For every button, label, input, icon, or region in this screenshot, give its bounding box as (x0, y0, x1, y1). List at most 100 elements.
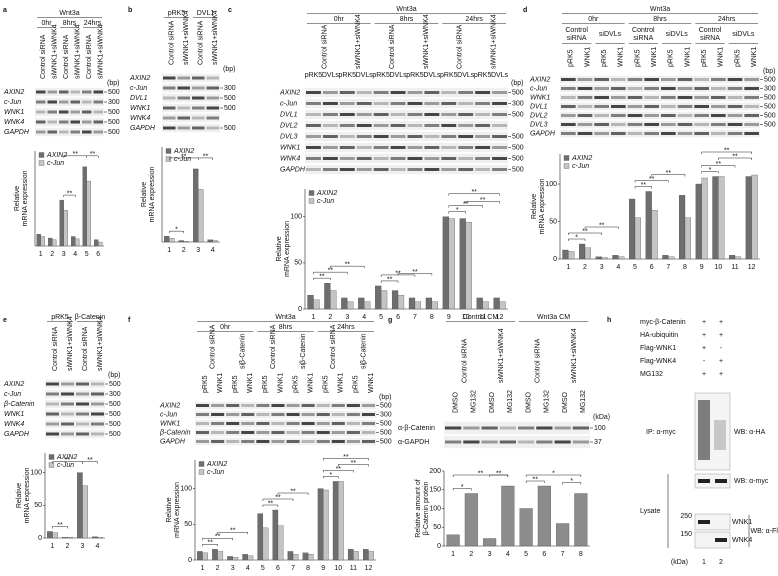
gel-band (744, 132, 759, 135)
gel-band (677, 78, 693, 81)
bar (499, 301, 506, 310)
size-label: 500 (764, 121, 776, 128)
gel-band (744, 114, 759, 117)
gel-band (322, 124, 338, 127)
gel-band (206, 106, 219, 110)
gel-row-label: AXIN2 (529, 76, 550, 83)
blot (694, 473, 731, 489)
gel-band (492, 91, 507, 94)
gel-band (46, 412, 59, 416)
gel-band (196, 431, 210, 434)
y-tick-label: 200 (429, 468, 441, 475)
sig-bracket (202, 544, 218, 547)
sig-label: ** (215, 534, 221, 541)
gel-band (339, 135, 355, 138)
gel-band (390, 135, 406, 138)
bar (77, 472, 83, 539)
lane-label: pRK5 (353, 375, 360, 393)
x-tick-label: 3 (196, 247, 200, 254)
gel-band (70, 120, 80, 124)
gel-band (163, 126, 176, 130)
gel-band (441, 102, 457, 105)
x-tick-label: 4 (96, 543, 100, 550)
gel-row-label: WNK1 (4, 109, 24, 116)
header-label: β-Catenin (75, 314, 106, 321)
header-label: siRNA (567, 35, 587, 42)
sig-label: ** (268, 500, 274, 507)
gel-band (82, 130, 92, 134)
gel-band (390, 102, 406, 105)
y-axis-label: β-Catenin protein (423, 481, 430, 535)
y-tick-label: 100 (429, 505, 441, 512)
gel-band (206, 126, 219, 130)
condition-mark: + (702, 332, 706, 339)
gel-band (458, 157, 474, 160)
sig-label: ** (716, 161, 722, 168)
x-tick-label: 8 (306, 565, 310, 572)
gel-band (163, 76, 176, 80)
y-tick-label: 50 (294, 260, 302, 267)
x-tick-label: 2 (50, 251, 54, 258)
lane-label: WNK1 (247, 373, 254, 393)
gel-band (475, 168, 491, 171)
lane-label: pRK5 (734, 49, 741, 67)
gel-band (36, 130, 46, 134)
sig-bracket (217, 532, 249, 535)
gel-band (331, 413, 345, 416)
gel-band (424, 102, 440, 105)
gel-band (322, 146, 338, 149)
sig-bracket (701, 165, 736, 168)
gel-band (481, 440, 498, 444)
gel-band (339, 124, 355, 127)
x-tick-label: 9 (321, 565, 325, 572)
header-label: siDVLs (599, 31, 622, 38)
gel-band (373, 157, 389, 160)
sig-bracket (718, 157, 752, 160)
sig-bracket (634, 186, 652, 189)
condition-mark: + (702, 371, 706, 378)
size-unit: (kDa) (671, 559, 688, 566)
gel-band (694, 105, 709, 108)
lane-label: pRK5 (323, 375, 330, 393)
size-label: 150 (680, 531, 692, 538)
header-label: Wnt3a (396, 6, 416, 13)
sig-bracket (313, 271, 348, 275)
x-tick-label: 2 (216, 565, 220, 572)
sig-bracket (262, 504, 279, 507)
bar (464, 493, 478, 547)
gel-band (577, 132, 593, 135)
bar (36, 233, 41, 247)
header-label: Control CM (463, 314, 499, 321)
x-tick-label: 10 (462, 314, 470, 321)
gel-band (390, 113, 406, 116)
condition-label: MG132 (640, 371, 663, 378)
gel-strip (162, 73, 220, 83)
header-label: 24hrs (84, 20, 102, 27)
gel-band (424, 135, 440, 138)
gel-strip (195, 437, 376, 446)
header-label: pRK5 (51, 314, 69, 321)
gel-band (211, 440, 225, 443)
gel-band (407, 113, 423, 116)
gel-band (424, 113, 440, 116)
sig-bracket (322, 470, 354, 473)
gel-band (286, 404, 300, 407)
condition-mark: + (702, 319, 706, 326)
gel-band (316, 422, 330, 425)
x-tick-label: 12 (496, 314, 504, 321)
size-label: 300 (764, 85, 776, 92)
bar (701, 177, 708, 260)
legend-label: AXIN2 (56, 454, 77, 461)
gel-row-label: c-Jun (4, 391, 21, 398)
gel-band (163, 86, 176, 90)
gel-band (339, 168, 355, 171)
sig-label: ** (351, 460, 357, 467)
gel-band (47, 100, 57, 104)
y-axis-label: mRNA expression (22, 170, 29, 226)
gel-row-label: c-Jun (280, 100, 297, 107)
gel-band (286, 440, 300, 443)
gel-band (76, 422, 89, 426)
bar (198, 189, 204, 243)
bar (338, 481, 344, 561)
x-tick-label: 9 (700, 264, 704, 271)
